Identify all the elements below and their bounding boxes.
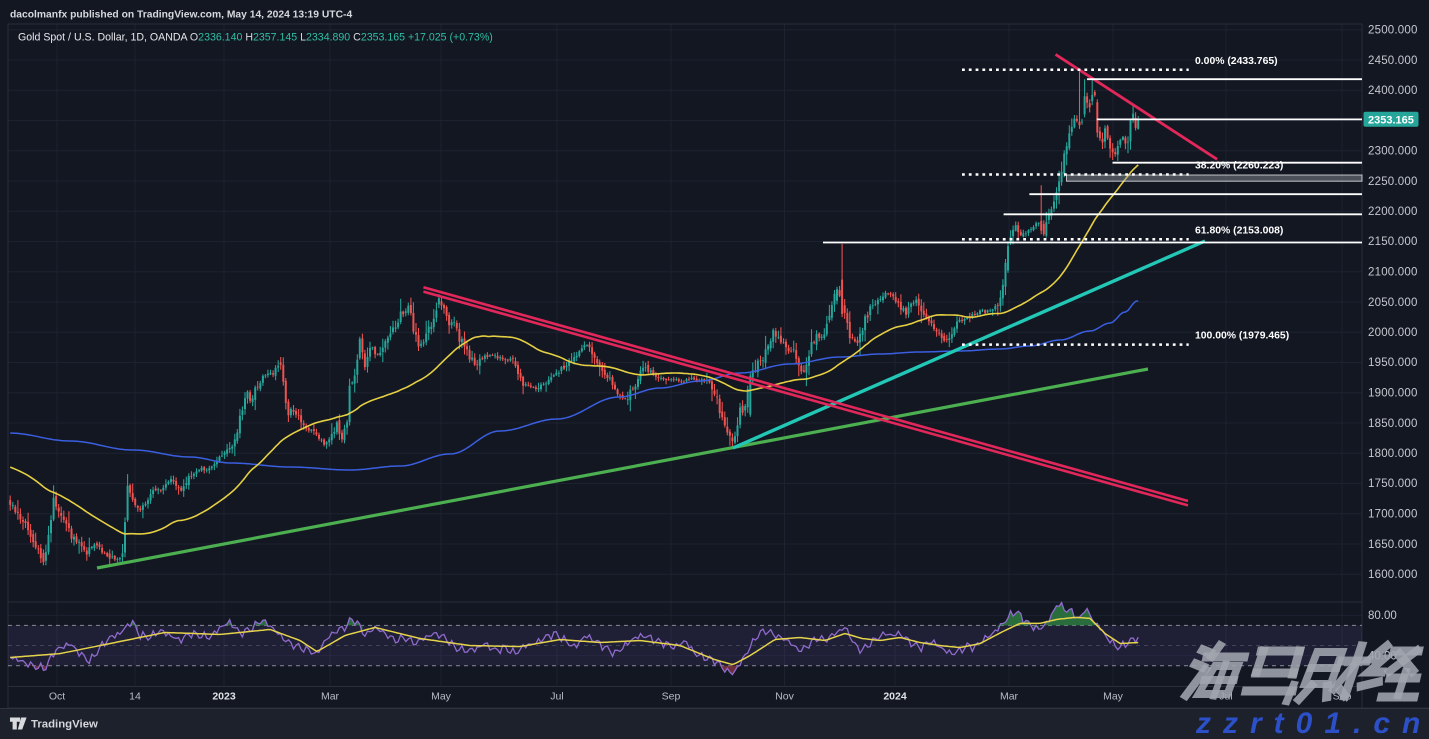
svg-text:May: May — [431, 691, 452, 703]
svg-text:38.20% (2260.223): 38.20% (2260.223) — [1195, 161, 1283, 172]
svg-text:Gold Spot / U.S. Dollar, 1D, O: Gold Spot / U.S. Dollar, 1D, OANDA O2336… — [18, 32, 493, 44]
svg-text:1900.000: 1900.000 — [1368, 388, 1418, 400]
svg-text:Mar: Mar — [321, 691, 340, 703]
svg-text:1800.000: 1800.000 — [1368, 448, 1418, 460]
svg-text:2300.000: 2300.000 — [1368, 146, 1418, 158]
svg-text:2400.000: 2400.000 — [1368, 85, 1418, 97]
svg-text:1600.000: 1600.000 — [1368, 569, 1418, 581]
svg-text:2024: 2024 — [883, 691, 907, 703]
svg-text:1950.000: 1950.000 — [1368, 357, 1418, 369]
svg-text:TradingView: TradingView — [31, 719, 98, 731]
svg-text:2000.000: 2000.000 — [1368, 327, 1418, 339]
svg-text:Oct: Oct — [49, 691, 65, 703]
svg-text:May: May — [1103, 691, 1124, 703]
svg-text:2050.000: 2050.000 — [1368, 297, 1418, 309]
svg-text:2500.000: 2500.000 — [1368, 25, 1418, 37]
svg-text:2200.000: 2200.000 — [1368, 206, 1418, 218]
svg-text:Nov: Nov — [775, 691, 794, 703]
svg-text:1650.000: 1650.000 — [1368, 539, 1418, 551]
svg-text:1750.000: 1750.000 — [1368, 478, 1418, 490]
svg-text:0.00% (2433.765): 0.00% (2433.765) — [1195, 56, 1278, 67]
svg-text:2100.000: 2100.000 — [1368, 267, 1418, 279]
svg-text:2150.000: 2150.000 — [1368, 236, 1418, 248]
svg-text:100.00% (1979.465): 100.00% (1979.465) — [1195, 331, 1289, 342]
svg-text:2353.165: 2353.165 — [1368, 114, 1414, 126]
svg-text:80.00: 80.00 — [1368, 610, 1397, 622]
svg-text:2250.000: 2250.000 — [1368, 176, 1418, 188]
svg-text:zzrt01.cn: zzrt01.cn — [1195, 707, 1429, 739]
svg-text:14: 14 — [129, 691, 141, 703]
svg-text:Jul: Jul — [550, 691, 563, 703]
svg-text:2023: 2023 — [212, 691, 236, 703]
svg-text:Mar: Mar — [1000, 691, 1019, 703]
svg-text:2450.000: 2450.000 — [1368, 55, 1418, 67]
svg-text:dacolmanfx published on Tradin: dacolmanfx published on TradingView.com,… — [10, 10, 352, 21]
svg-text:61.80% (2153.008): 61.80% (2153.008) — [1195, 226, 1283, 237]
svg-text:1850.000: 1850.000 — [1368, 418, 1418, 430]
svg-text:1700.000: 1700.000 — [1368, 509, 1418, 521]
svg-text:Sep: Sep — [662, 691, 681, 703]
